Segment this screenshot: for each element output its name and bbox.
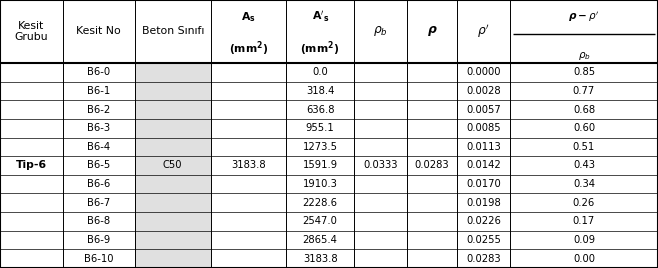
Text: 0.0283: 0.0283 bbox=[467, 254, 501, 264]
Text: 2228.6: 2228.6 bbox=[303, 198, 338, 208]
Text: 0.60: 0.60 bbox=[573, 123, 595, 133]
Text: B6-8: B6-8 bbox=[87, 216, 111, 226]
Text: 3183.8: 3183.8 bbox=[231, 161, 266, 170]
Text: 318.4: 318.4 bbox=[306, 86, 334, 96]
Text: 0.0085: 0.0085 bbox=[467, 123, 501, 133]
Text: $\boldsymbol{\rho_b}$: $\boldsymbol{\rho_b}$ bbox=[373, 24, 388, 39]
Text: 0.0333: 0.0333 bbox=[363, 161, 397, 170]
Text: B6-5: B6-5 bbox=[87, 161, 111, 170]
Text: 0.0226: 0.0226 bbox=[466, 216, 501, 226]
Text: 3183.8: 3183.8 bbox=[303, 254, 338, 264]
Text: 0.34: 0.34 bbox=[573, 179, 595, 189]
Text: 0.43: 0.43 bbox=[573, 161, 595, 170]
Text: 0.0028: 0.0028 bbox=[467, 86, 501, 96]
Text: B6-9: B6-9 bbox=[87, 235, 111, 245]
Text: 0.0: 0.0 bbox=[313, 67, 328, 77]
Text: 0.0170: 0.0170 bbox=[467, 179, 501, 189]
Text: Beton Sınıfı: Beton Sınıfı bbox=[141, 27, 204, 36]
Text: 0.0255: 0.0255 bbox=[466, 235, 501, 245]
Text: 0.0198: 0.0198 bbox=[467, 198, 501, 208]
Text: $\bf{(mm^2)}$: $\bf{(mm^2)}$ bbox=[229, 40, 268, 58]
Text: $\boldsymbol{\rho}$: $\boldsymbol{\rho}$ bbox=[426, 24, 438, 39]
Text: 0.09: 0.09 bbox=[573, 235, 595, 245]
Text: B6-6: B6-6 bbox=[87, 179, 111, 189]
Text: 0.0113: 0.0113 bbox=[467, 142, 501, 152]
Text: $\bf{A'_s}$: $\bf{A'_s}$ bbox=[311, 9, 329, 24]
Text: $\bf{(mm^2)}$: $\bf{(mm^2)}$ bbox=[301, 40, 340, 58]
Text: Kesit No: Kesit No bbox=[76, 27, 121, 36]
Text: Kesit
Grubu: Kesit Grubu bbox=[14, 21, 48, 42]
Text: C50: C50 bbox=[163, 161, 182, 170]
Text: B6-10: B6-10 bbox=[84, 254, 113, 264]
Text: B6-1: B6-1 bbox=[87, 86, 111, 96]
Text: 0.51: 0.51 bbox=[573, 142, 595, 152]
Text: 0.17: 0.17 bbox=[573, 216, 595, 226]
Text: B6-7: B6-7 bbox=[87, 198, 111, 208]
Text: 1591.9: 1591.9 bbox=[303, 161, 338, 170]
Text: 0.0000: 0.0000 bbox=[467, 67, 501, 77]
Text: 0.68: 0.68 bbox=[573, 105, 595, 115]
Text: 0.0283: 0.0283 bbox=[415, 161, 449, 170]
Text: 0.77: 0.77 bbox=[573, 86, 595, 96]
Text: 0.0142: 0.0142 bbox=[467, 161, 501, 170]
Text: B6-2: B6-2 bbox=[87, 105, 111, 115]
Text: B6-4: B6-4 bbox=[87, 142, 111, 152]
Text: $\boldsymbol{\rho'}$: $\boldsymbol{\rho'}$ bbox=[477, 23, 490, 40]
Text: $\boldsymbol{\rho - \rho'}$: $\boldsymbol{\rho - \rho'}$ bbox=[569, 10, 599, 24]
Bar bbox=[135, 63, 211, 268]
Text: $\bf{A_s}$: $\bf{A_s}$ bbox=[241, 10, 256, 24]
Text: 1910.3: 1910.3 bbox=[303, 179, 338, 189]
Text: 0.26: 0.26 bbox=[573, 198, 595, 208]
Text: 2547.0: 2547.0 bbox=[303, 216, 338, 226]
Text: 636.8: 636.8 bbox=[306, 105, 334, 115]
Text: 955.1: 955.1 bbox=[306, 123, 334, 133]
Text: $\boldsymbol{\rho_b}$: $\boldsymbol{\rho_b}$ bbox=[578, 50, 590, 62]
Text: 0.00: 0.00 bbox=[573, 254, 595, 264]
Text: 0.0057: 0.0057 bbox=[467, 105, 501, 115]
Text: B6-0: B6-0 bbox=[87, 67, 111, 77]
Text: 2865.4: 2865.4 bbox=[303, 235, 338, 245]
Text: B6-3: B6-3 bbox=[87, 123, 111, 133]
Text: 0.85: 0.85 bbox=[573, 67, 595, 77]
Text: Tip-6: Tip-6 bbox=[16, 161, 47, 170]
Text: 1273.5: 1273.5 bbox=[303, 142, 338, 152]
